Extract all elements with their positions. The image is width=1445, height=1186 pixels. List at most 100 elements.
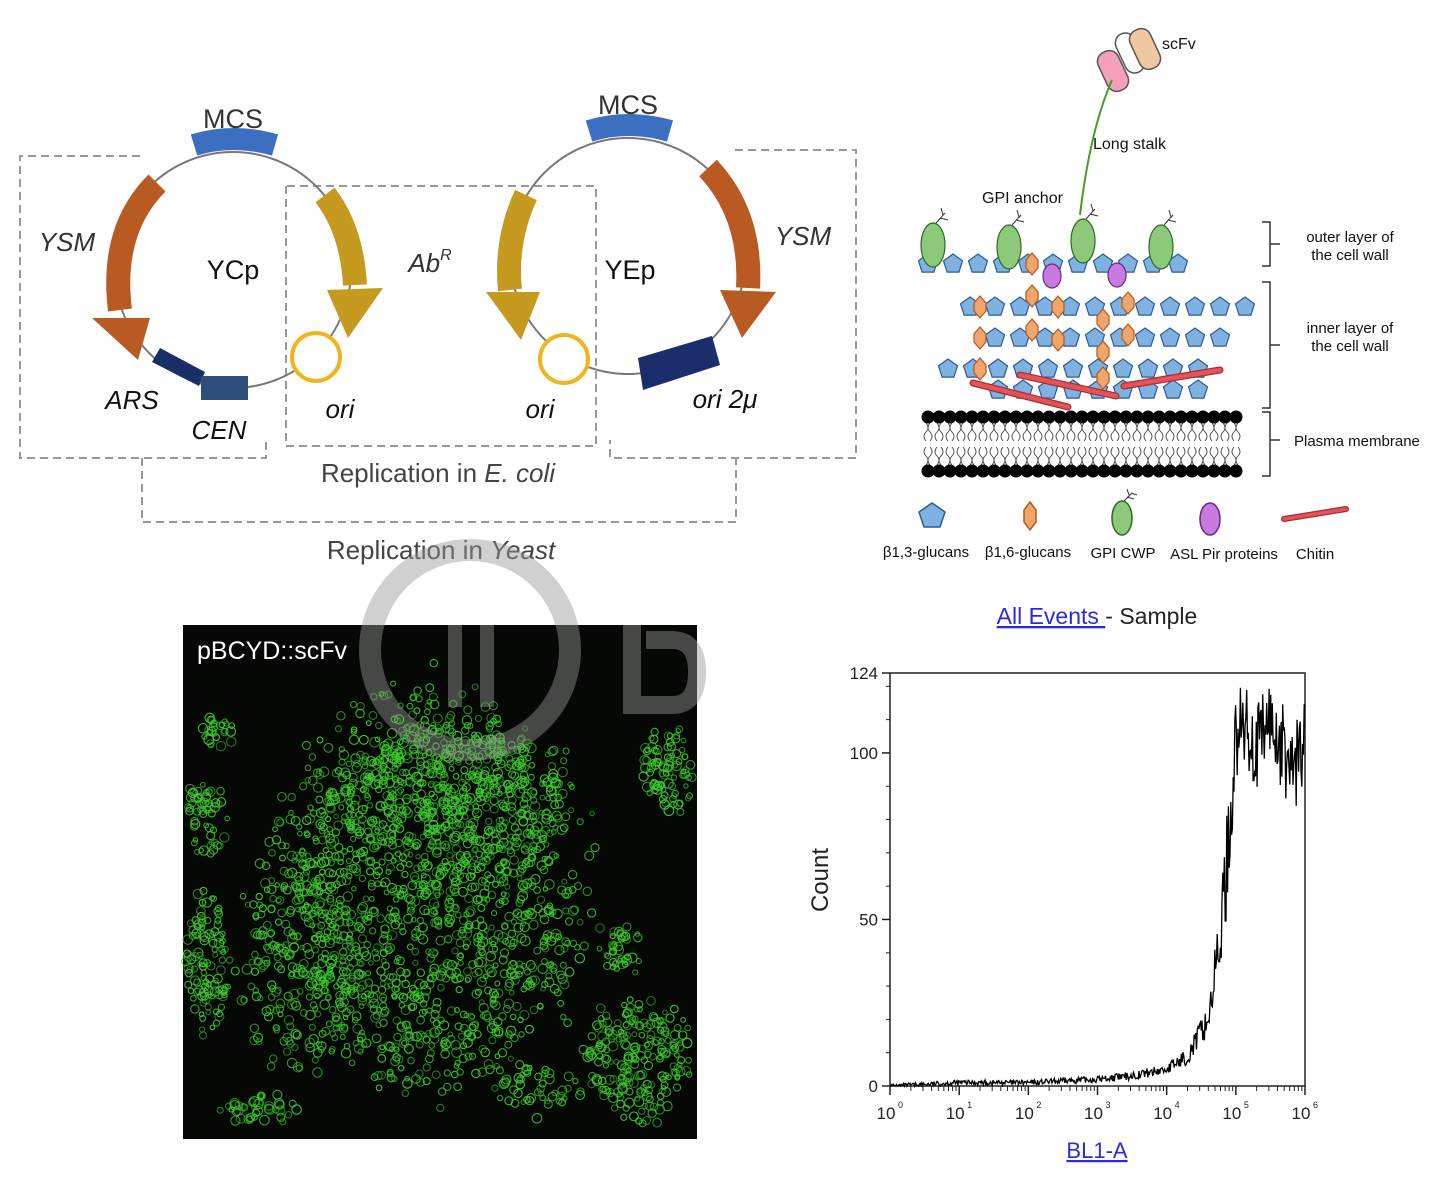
yeast-cell — [626, 996, 634, 1003]
yeast-cell — [642, 1102, 649, 1110]
yeast-cell — [378, 820, 388, 829]
yeast-cell — [548, 787, 558, 796]
lipid-head-outer — [987, 410, 1001, 424]
yeast-cell — [252, 1105, 264, 1117]
b13-glucan — [1187, 379, 1209, 399]
yeast-cell — [498, 784, 508, 794]
yeast-cell — [422, 728, 430, 736]
yeast-cell — [493, 752, 503, 762]
yeast-cell — [197, 723, 209, 734]
yeast-cell — [307, 890, 314, 896]
yeast-cell — [617, 959, 627, 970]
yeast-cell — [361, 993, 367, 1000]
b16-glucan — [973, 357, 987, 381]
yeast-cell — [187, 787, 199, 798]
yeast-cell — [562, 747, 570, 755]
yeast-cell — [380, 924, 390, 934]
yeast-cell — [525, 754, 532, 762]
yeast-cell — [369, 998, 379, 1009]
yeast-cell — [424, 702, 433, 710]
yeast-cell — [526, 909, 537, 920]
lipid-head-inner — [1053, 464, 1067, 478]
yeast-cell — [379, 770, 389, 780]
yeast-cell — [401, 1040, 408, 1047]
yeast-cell — [384, 946, 393, 955]
flow-title-link[interactable]: All Events — [997, 603, 1106, 629]
yeast-cell — [522, 725, 529, 732]
yeast-cell — [520, 805, 529, 815]
watermark-bar-2 — [480, 625, 494, 707]
yeast-cell — [557, 999, 565, 1007]
x-tick-exponent: 0 — [898, 1100, 903, 1110]
yeast-cell — [216, 1010, 224, 1018]
yeast-cell — [399, 756, 406, 763]
cell-wall-structures — [917, 203, 1256, 478]
ycp-cen-label: CEN — [192, 415, 247, 445]
yeast-cell — [282, 1047, 292, 1056]
yeast-cell — [282, 1032, 293, 1043]
yeast-cell — [209, 979, 220, 990]
yeast-cell — [296, 987, 304, 995]
lipid-tail-outer — [923, 422, 933, 442]
lipid-tail-inner — [1143, 446, 1153, 466]
yeast-cell — [520, 844, 529, 853]
yeast-cell — [422, 1035, 431, 1044]
yeast-cell — [376, 833, 385, 842]
yeast-cell — [348, 863, 358, 873]
yeast-cell — [293, 894, 304, 905]
yeast-cell — [442, 812, 450, 820]
yeast-cell — [386, 882, 398, 894]
b13-glucan — [1084, 296, 1106, 316]
gpi-glycan — [1011, 209, 1025, 226]
yeast-cell — [291, 896, 301, 906]
b13-glucan — [1134, 296, 1156, 316]
yeast-cell — [393, 760, 402, 768]
yeast-cell — [357, 1048, 364, 1055]
yeast-cell — [370, 1012, 381, 1023]
yeast-cell — [323, 742, 334, 753]
yeast-cell — [525, 742, 537, 754]
yeast-cell — [482, 832, 490, 840]
yeast-cell — [439, 773, 449, 783]
yeast-cell — [347, 944, 355, 952]
yeast-cell — [550, 967, 557, 974]
yeast-cell — [629, 1042, 641, 1053]
yeast-cell — [253, 957, 262, 966]
yeast-cell — [286, 1022, 295, 1031]
yep-ysm-arrow — [699, 159, 761, 289]
lipid-head-outer — [1075, 410, 1089, 424]
yeast-cell — [378, 993, 388, 1002]
yeast-cell — [533, 845, 542, 854]
yeast-cell — [348, 974, 356, 982]
yeast-cell — [420, 716, 429, 725]
yeast-cell — [380, 958, 387, 964]
yeast-cell — [374, 736, 381, 743]
flow-xlabel[interactable]: BL1-A — [1066, 1138, 1127, 1163]
yeast-cell — [380, 931, 388, 939]
yeast-cell — [361, 752, 370, 761]
lipid-head-inner — [1130, 464, 1144, 478]
yeast-cell — [657, 1021, 668, 1032]
lipid-tail-inner — [1022, 446, 1032, 466]
yeast-cell — [479, 1013, 486, 1019]
yeast-cell — [484, 986, 492, 995]
yeast-cell — [286, 850, 298, 862]
yeast-cell — [425, 683, 435, 693]
yeast-cell — [613, 941, 623, 952]
yeast-cell — [520, 763, 529, 772]
chitin-fibre-inner — [1121, 367, 1223, 389]
gpi-glycan — [1163, 209, 1177, 226]
yeast-cell — [483, 973, 489, 980]
yeast-cell — [368, 711, 378, 720]
lipid-tail-outer — [1088, 422, 1098, 442]
lipid-tail-inner — [1099, 446, 1109, 466]
lipid-head-inner — [1229, 464, 1243, 478]
yeast-cell — [652, 1117, 662, 1128]
yeast-cell — [393, 958, 400, 965]
yeast-cell — [247, 1097, 257, 1107]
yeast-cell — [554, 944, 565, 956]
yep-ori-circle — [538, 333, 590, 385]
yeast-cell — [433, 901, 440, 909]
yeast-cell — [334, 900, 343, 908]
